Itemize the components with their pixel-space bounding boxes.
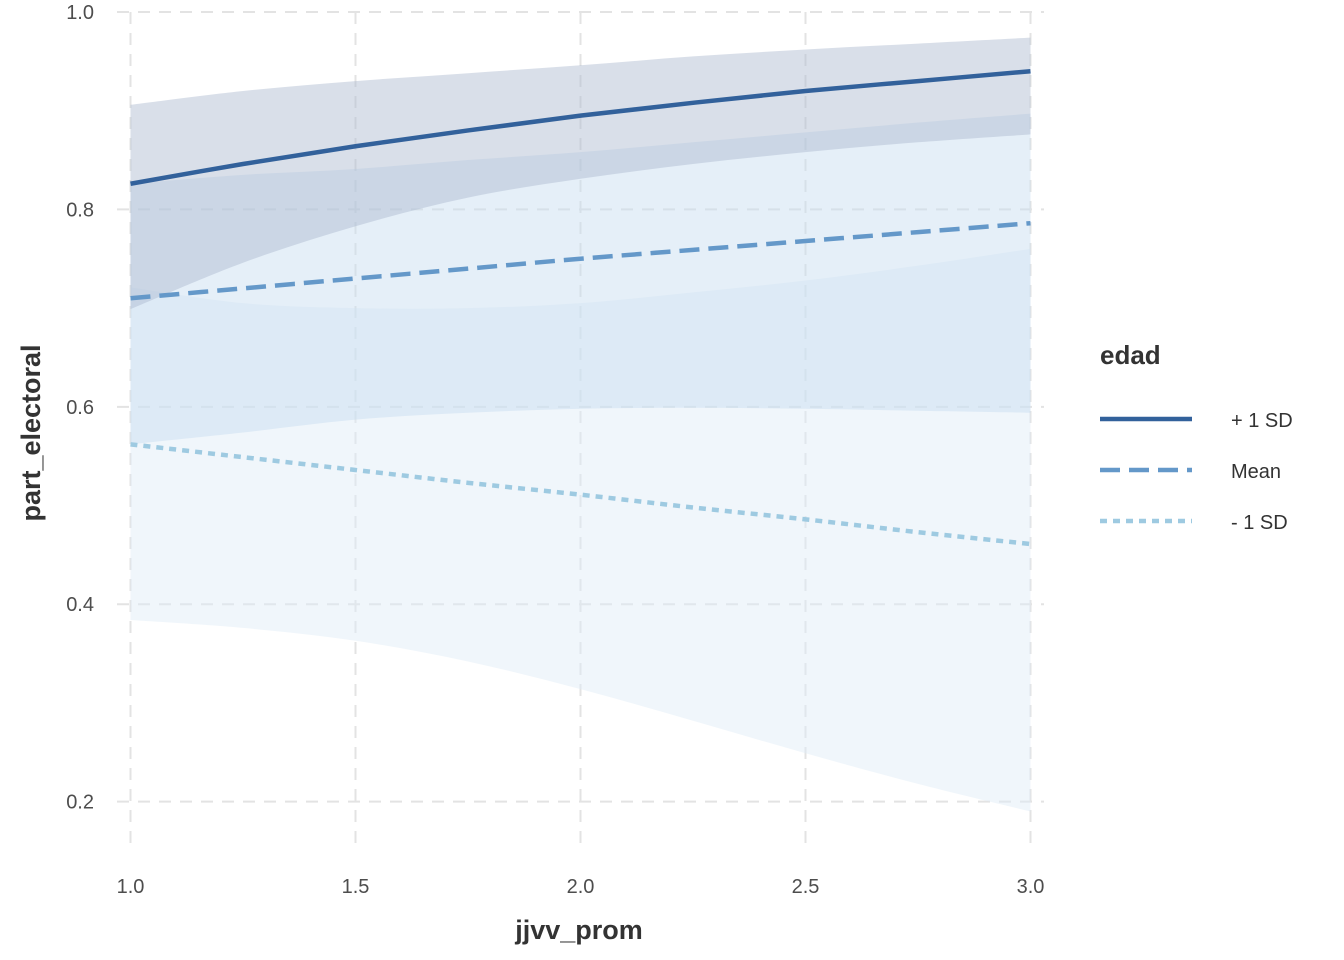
legend-label: Mean xyxy=(1231,461,1281,483)
legend-label: + 1 SD xyxy=(1231,410,1293,432)
x-tick-label: 3.0 xyxy=(1017,876,1045,898)
x-axis-title: jjvv_prom xyxy=(514,915,643,945)
legend-label: - 1 SD xyxy=(1231,512,1288,534)
axes: 1.0 1.5 2.0 2.5 3.0 0.2 0.4 0.6 0.8 1.0 xyxy=(66,2,1044,898)
ribbon-mean xyxy=(130,113,1031,445)
x-tick-label: 2.5 xyxy=(792,876,820,898)
y-tick-label: 0.4 xyxy=(66,594,94,616)
ribbon-1-sd xyxy=(130,37,1031,310)
legend-title: edad xyxy=(1100,340,1161,370)
line-1-sd xyxy=(130,68,1031,186)
series-lines xyxy=(130,68,1031,547)
x-tick-label: 1.0 xyxy=(117,876,145,898)
x-tick-label: 1.5 xyxy=(342,876,370,898)
legend: edad + 1 SD Mean - 1 SD xyxy=(1100,340,1293,534)
y-tick-label: 0.2 xyxy=(66,792,94,814)
ribbon-1-sd xyxy=(130,248,1031,812)
line-1-sd xyxy=(130,442,1031,547)
x-tick-label: 2.0 xyxy=(567,876,595,898)
y-tick-label: 0.8 xyxy=(66,199,94,221)
line-mean xyxy=(130,220,1031,301)
y-tick-label: 1.0 xyxy=(66,2,94,24)
confidence-ribbons xyxy=(130,37,1031,812)
grid xyxy=(117,11,1044,851)
y-tick-label: 0.6 xyxy=(66,397,94,419)
y-axis-title: part_electoral xyxy=(16,344,46,521)
